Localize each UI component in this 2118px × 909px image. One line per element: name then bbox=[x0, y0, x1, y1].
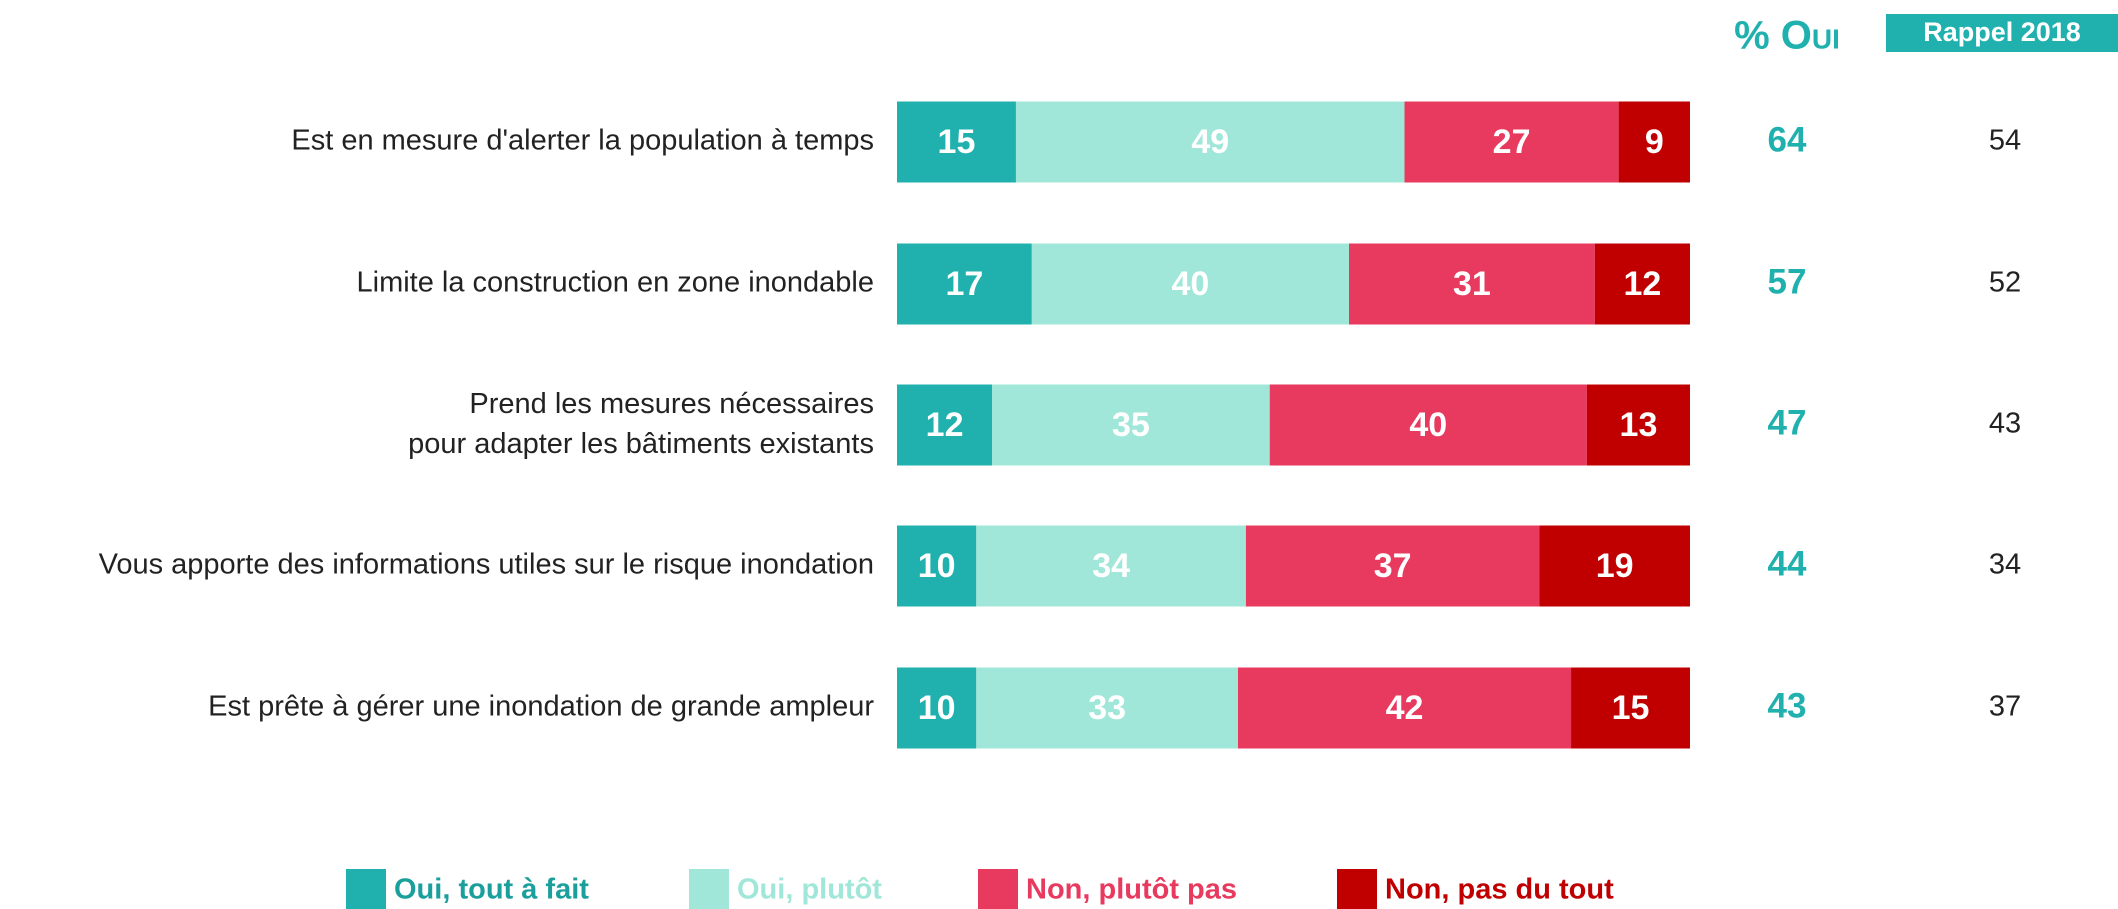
bar-value-label: 40 bbox=[1171, 265, 1209, 303]
oui-header: % Oui bbox=[1734, 14, 1840, 58]
bar-segment bbox=[897, 101, 1016, 183]
bar-segment bbox=[897, 384, 993, 466]
bar-segment bbox=[1349, 243, 1595, 325]
bar-segment bbox=[897, 243, 1032, 325]
category-label: Vous apporte des informations utiles sur… bbox=[99, 549, 874, 581]
bar-segment bbox=[1031, 243, 1350, 325]
bar-segment bbox=[1237, 667, 1572, 749]
bar-segment bbox=[976, 667, 1238, 749]
bar-segment bbox=[1618, 101, 1690, 183]
rappel-value: 37 bbox=[1989, 691, 2021, 723]
legend-swatch bbox=[346, 869, 386, 909]
legend-label: Oui, tout à fait bbox=[394, 874, 589, 906]
bar-segment bbox=[1571, 667, 1690, 749]
bar-value-label: 33 bbox=[1088, 689, 1126, 727]
bar-value-label: 12 bbox=[1624, 265, 1662, 303]
bar-value-label: 13 bbox=[1620, 406, 1658, 444]
bar-segment bbox=[992, 384, 1270, 466]
rappel-header-box bbox=[1886, 14, 2118, 52]
oui-value: 47 bbox=[1768, 403, 1807, 442]
category-label: Est en mesure d'alerter la population à … bbox=[291, 125, 874, 157]
bar-value-label: 40 bbox=[1409, 406, 1447, 444]
bar-segment bbox=[1594, 243, 1690, 325]
bar-segment bbox=[1269, 384, 1587, 466]
legend-swatch bbox=[689, 869, 729, 909]
bar-segment bbox=[897, 667, 977, 749]
rappel-value: 54 bbox=[1989, 125, 2021, 157]
legend-swatch bbox=[978, 869, 1018, 909]
bar-segment bbox=[1015, 101, 1405, 183]
bar-value-label: 17 bbox=[945, 265, 983, 303]
bar-value-label: 34 bbox=[1092, 547, 1130, 585]
bar-segment bbox=[1586, 384, 1690, 466]
category-label: Limite la construction en zone inondable bbox=[357, 267, 875, 299]
bar-value-label: 42 bbox=[1386, 689, 1424, 727]
oui-value: 43 bbox=[1768, 686, 1807, 725]
rappel-value: 34 bbox=[1989, 549, 2021, 581]
bar-value-label: 35 bbox=[1112, 406, 1150, 444]
legend-label: Oui, plutôt bbox=[737, 874, 882, 906]
rappel-value: 52 bbox=[1989, 267, 2021, 299]
bar-value-label: 10 bbox=[918, 689, 956, 727]
bar-value-label: 19 bbox=[1596, 547, 1634, 585]
category-label: Prend les mesures nécessaires pour adapte… bbox=[408, 388, 874, 460]
bar-value-label: 12 bbox=[926, 406, 964, 444]
bar-segment bbox=[1539, 525, 1690, 607]
rappel-value: 43 bbox=[1989, 408, 2021, 440]
rappel-header: Rappel 2018 bbox=[1923, 17, 2081, 47]
legend-label: Non, plutôt pas bbox=[1026, 874, 1237, 906]
bar-value-label: 31 bbox=[1453, 265, 1491, 303]
bar-value-label: 27 bbox=[1493, 123, 1531, 161]
legend-label: Non, pas du tout bbox=[1385, 874, 1614, 906]
bar-value-label: 15 bbox=[938, 123, 976, 161]
bar-segment bbox=[1245, 525, 1540, 607]
oui-value: 57 bbox=[1768, 262, 1807, 301]
category-label: Est prête à gérer une inondation de gran… bbox=[208, 691, 874, 723]
oui-value: 44 bbox=[1768, 544, 1807, 583]
bar-value-label: 49 bbox=[1191, 123, 1229, 161]
oui-value: 64 bbox=[1768, 120, 1807, 159]
bar-value-label: 37 bbox=[1374, 547, 1412, 585]
bar-segment bbox=[976, 525, 1246, 607]
bar-value-label: 9 bbox=[1645, 123, 1664, 161]
bar-value-label: 10 bbox=[918, 547, 956, 585]
legend-swatch bbox=[1337, 869, 1377, 909]
bar-value-label: 15 bbox=[1612, 689, 1650, 727]
bar-segment bbox=[897, 525, 977, 607]
bar-segment bbox=[1404, 101, 1619, 183]
